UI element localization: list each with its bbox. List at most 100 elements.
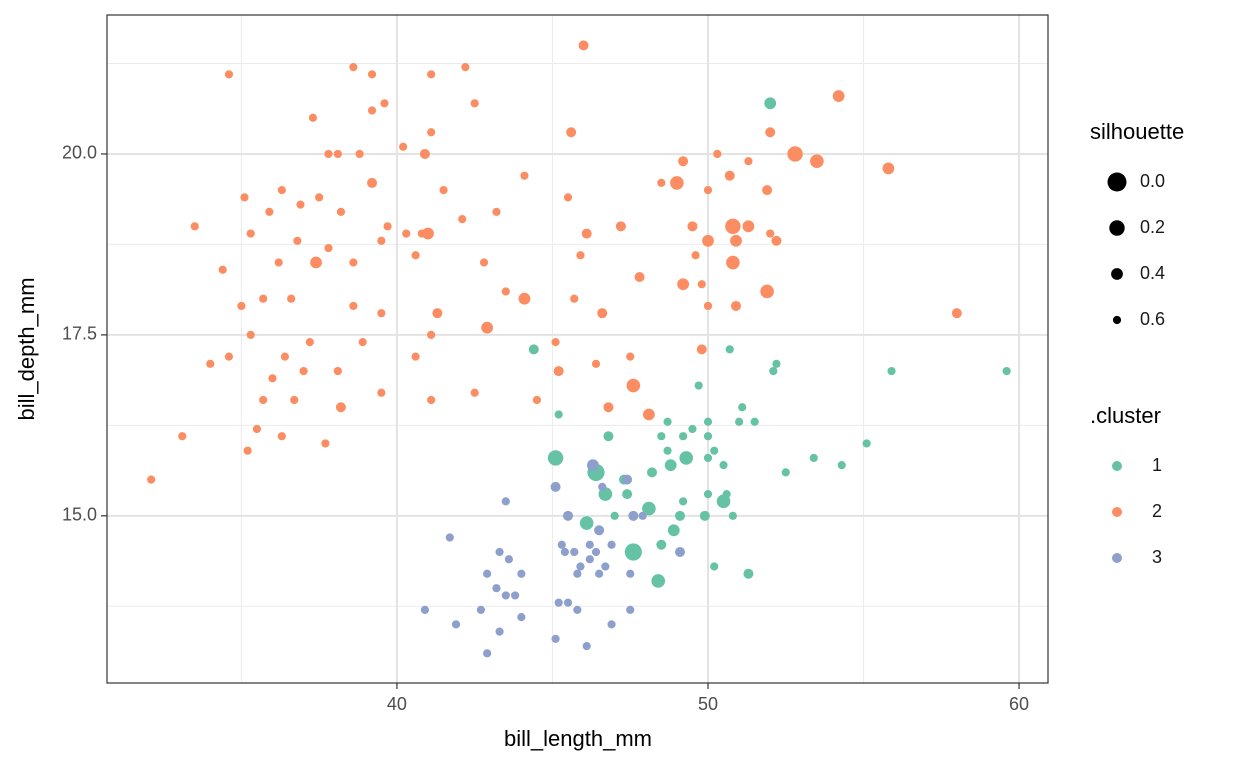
- point: [576, 251, 585, 260]
- point: [573, 569, 582, 578]
- point: [296, 200, 305, 209]
- point: [585, 540, 594, 549]
- x-tick-label: 50: [698, 694, 718, 714]
- point: [570, 547, 579, 557]
- point: [333, 149, 342, 159]
- point: [601, 562, 610, 571]
- point: [554, 410, 563, 419]
- point: [287, 294, 296, 303]
- point: [492, 207, 501, 216]
- point: [703, 453, 713, 463]
- point: [726, 255, 740, 270]
- point: [703, 490, 713, 499]
- point: [377, 309, 386, 318]
- point: [677, 278, 690, 291]
- point: [573, 605, 582, 615]
- point: [277, 186, 286, 195]
- point: [626, 569, 635, 578]
- point: [656, 539, 667, 550]
- point: [367, 106, 377, 115]
- point: [550, 481, 561, 492]
- point: [576, 562, 585, 571]
- point: [626, 378, 641, 393]
- point: [277, 432, 286, 441]
- point: [742, 220, 755, 233]
- point: [622, 474, 633, 485]
- point: [688, 424, 697, 434]
- point: [563, 510, 574, 521]
- point: [578, 40, 589, 51]
- color-legend-key: [1112, 553, 1122, 563]
- point: [603, 431, 614, 442]
- point: [206, 359, 215, 368]
- point: [735, 417, 744, 426]
- color-legend-title: .cluster: [1090, 403, 1161, 428]
- color-legend-key: [1112, 461, 1122, 471]
- point: [481, 321, 494, 334]
- point: [657, 432, 666, 441]
- point: [862, 439, 871, 448]
- point: [598, 482, 607, 491]
- point: [710, 446, 719, 455]
- grid: [107, 15, 1048, 683]
- point: [765, 127, 776, 138]
- point: [603, 402, 614, 413]
- point: [887, 366, 896, 376]
- point: [349, 258, 358, 267]
- point: [557, 540, 566, 549]
- point: [259, 294, 268, 303]
- point: [547, 450, 564, 466]
- point: [321, 439, 330, 448]
- point: [703, 432, 713, 441]
- point: [427, 128, 436, 137]
- point: [243, 446, 252, 455]
- point: [237, 301, 246, 311]
- point: [495, 627, 504, 636]
- point: [638, 511, 647, 520]
- point: [349, 301, 358, 311]
- point: [697, 280, 706, 289]
- x-axis-title: bill_length_mm: [504, 726, 652, 751]
- point: [470, 99, 479, 108]
- point: [380, 99, 389, 108]
- point: [517, 613, 526, 622]
- point: [190, 222, 199, 231]
- point: [591, 547, 601, 557]
- color-legend-label: 3: [1152, 547, 1162, 567]
- point: [719, 461, 728, 470]
- point: [703, 301, 713, 311]
- size-legend-key: [1111, 268, 1123, 280]
- point: [667, 524, 680, 537]
- point: [809, 453, 818, 463]
- point: [670, 176, 684, 190]
- point: [760, 284, 774, 299]
- point: [299, 366, 308, 376]
- point: [570, 294, 579, 303]
- point: [377, 388, 386, 397]
- point: [349, 63, 358, 72]
- point: [642, 408, 655, 421]
- point: [699, 510, 710, 521]
- point: [663, 417, 672, 426]
- point: [532, 395, 542, 405]
- point: [422, 227, 434, 240]
- point: [647, 467, 658, 478]
- point: [634, 271, 645, 282]
- point: [781, 468, 790, 477]
- point: [586, 459, 599, 472]
- point: [310, 256, 322, 269]
- point: [724, 170, 735, 181]
- point: [402, 229, 411, 238]
- point: [713, 149, 722, 159]
- point: [615, 221, 626, 232]
- point: [810, 154, 824, 168]
- point: [553, 366, 564, 377]
- point: [439, 186, 448, 195]
- point: [679, 497, 688, 506]
- size-legend-key: [1107, 172, 1127, 192]
- point: [728, 511, 737, 520]
- point: [663, 446, 672, 455]
- point: [504, 555, 514, 564]
- point: [246, 229, 255, 238]
